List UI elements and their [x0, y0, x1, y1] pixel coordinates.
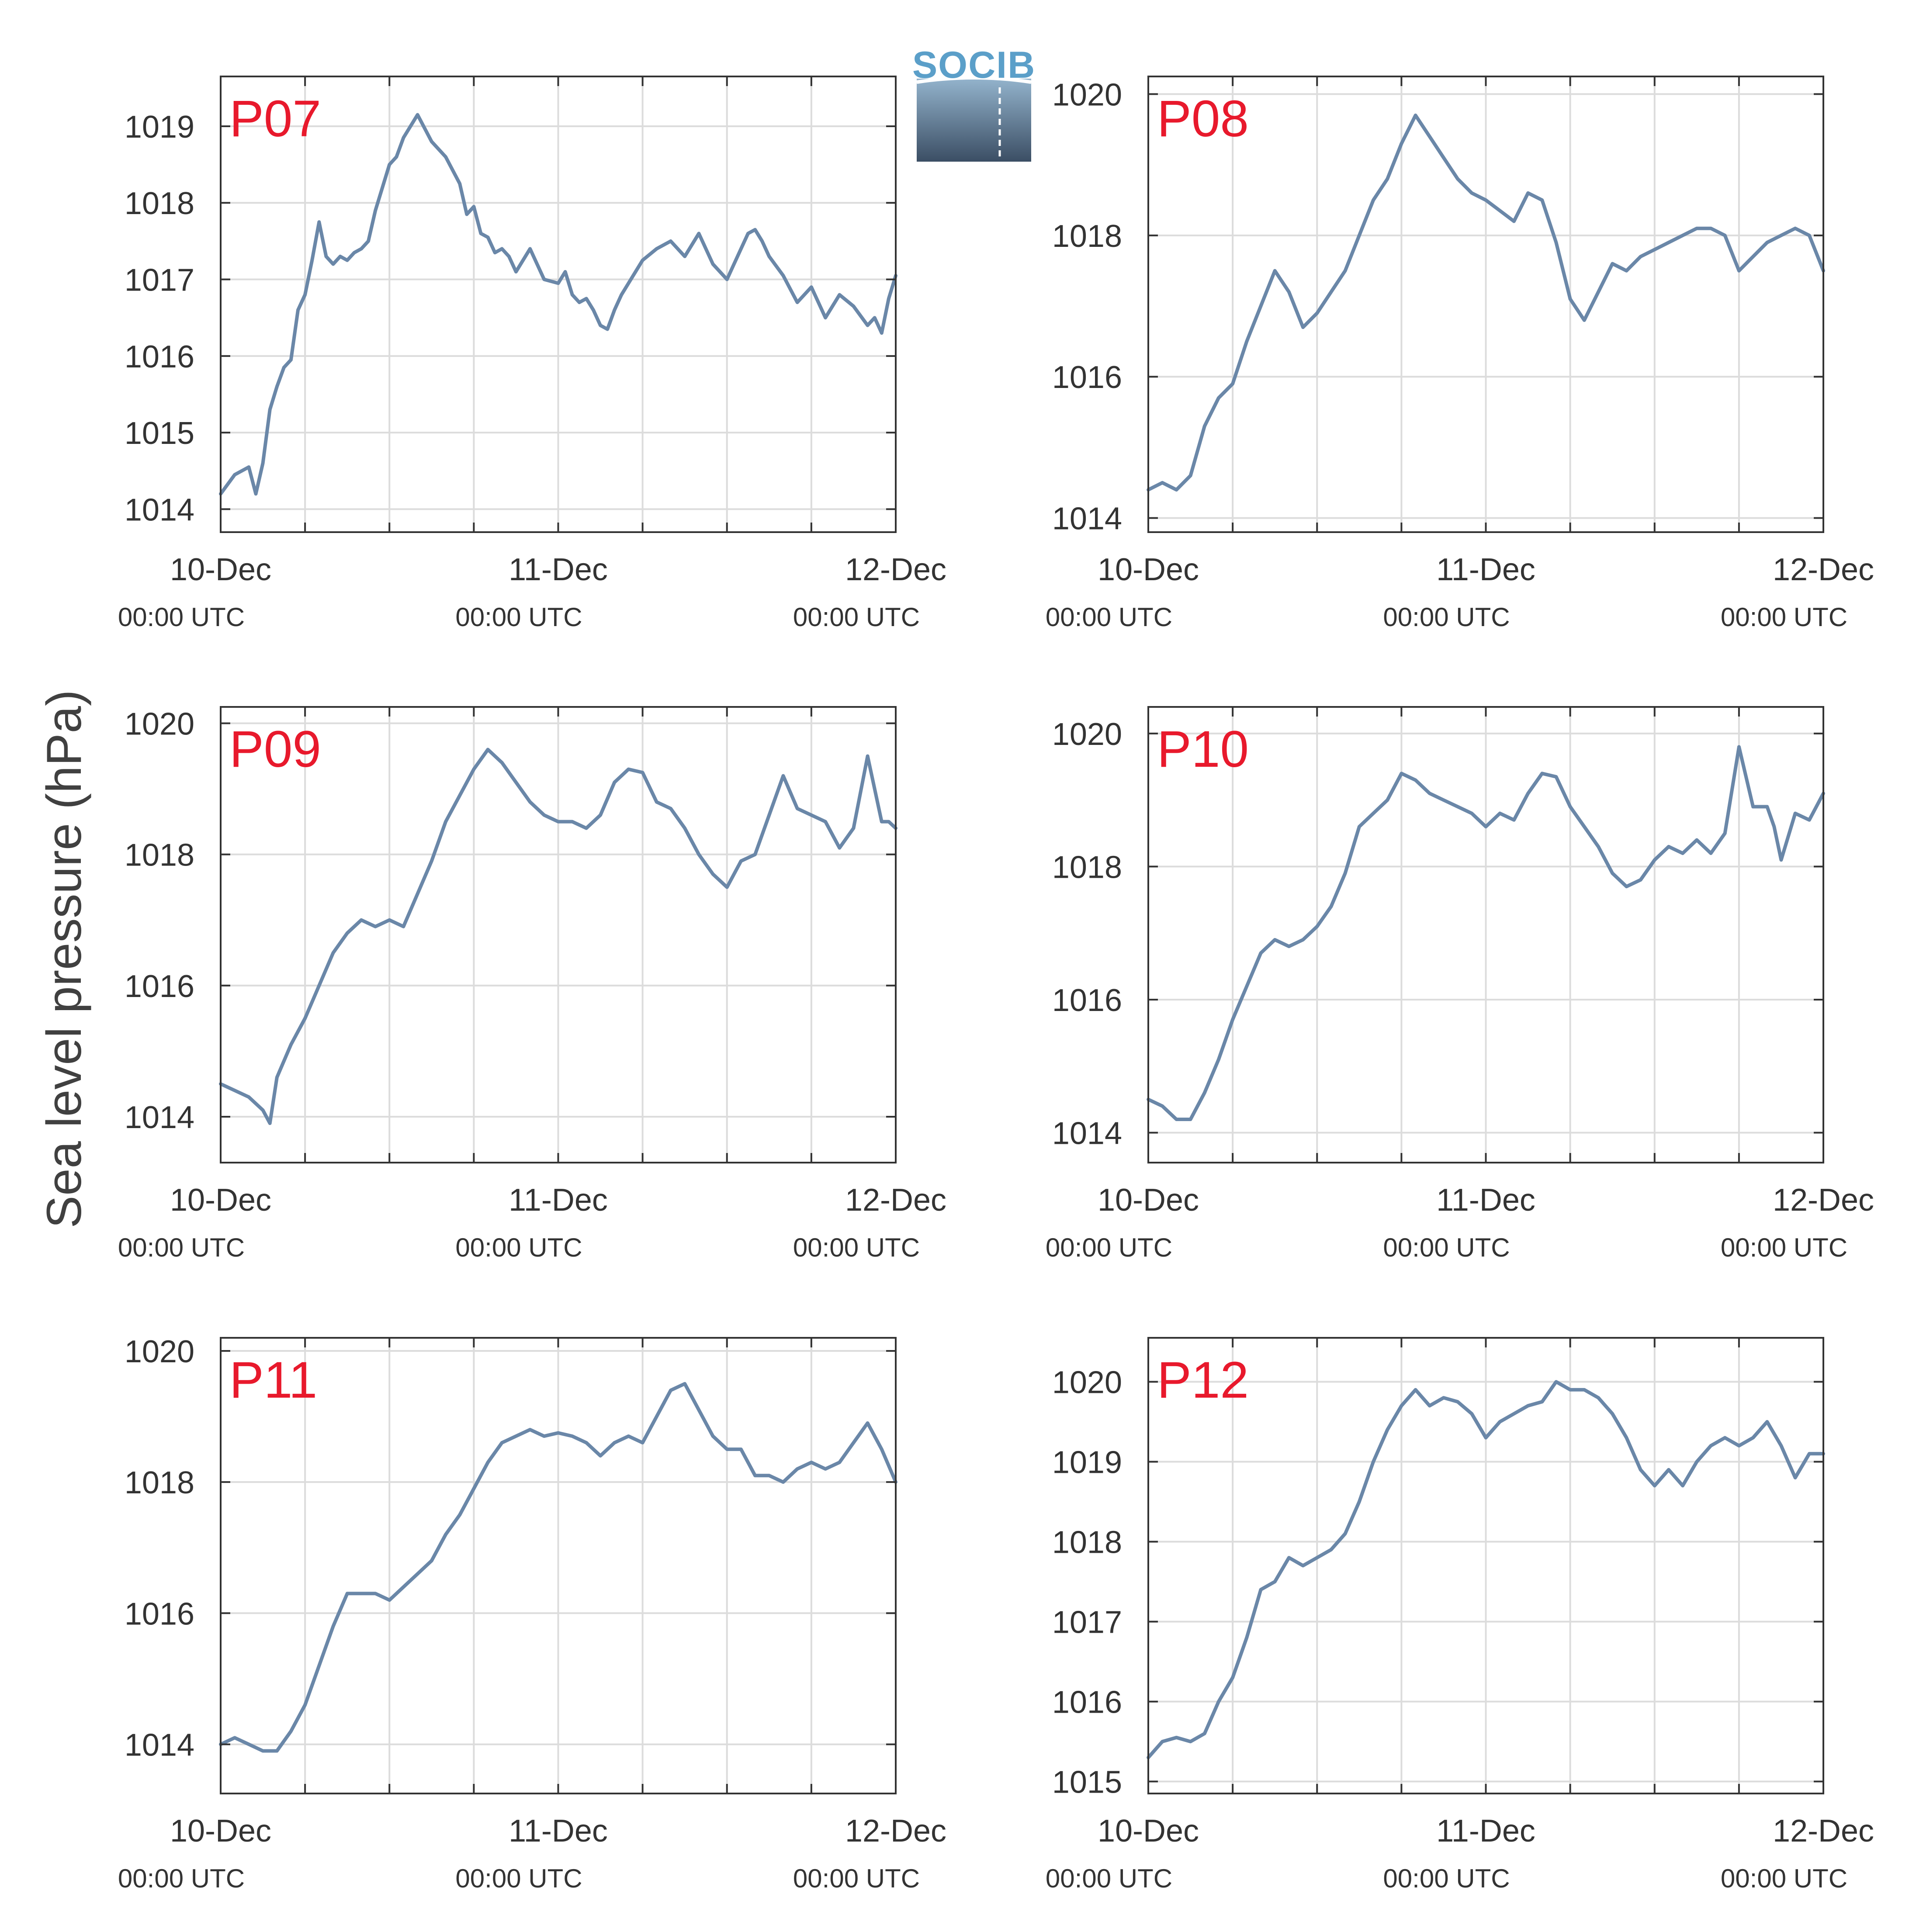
x-tick-time-label: 00:00 UTC	[1046, 1864, 1172, 1893]
x-tick-time-label: 00:00 UTC	[1383, 1864, 1510, 1893]
x-tick-time-label: 00:00 UTC	[1383, 1233, 1510, 1262]
y-tick-label: 1015	[1052, 1765, 1122, 1800]
x-tick-time-label: 00:00 UTC	[1383, 602, 1510, 632]
x-tick-date-label: 11-Dec	[509, 1814, 608, 1849]
pressure-line	[219, 748, 897, 1125]
pressure-line	[1147, 113, 1825, 492]
panel-label: P07	[229, 90, 321, 148]
x-tick-date-label: 11-Dec	[509, 552, 608, 587]
y-tick-label: 1020	[1052, 1365, 1122, 1400]
x-tick-time-label: 00:00 UTC	[118, 1864, 245, 1893]
x-tick-date-label: 10-Dec	[1098, 1814, 1199, 1849]
x-tick-time-label: 00:00 UTC	[455, 602, 582, 632]
panel-label: P10	[1157, 720, 1249, 778]
x-tick-date-label: 12-Dec	[845, 1814, 946, 1849]
y-tick-label: 1014	[1052, 502, 1122, 537]
x-tick-date-label: 10-Dec	[1098, 552, 1199, 587]
x-tick-date-label: 11-Dec	[1436, 1183, 1535, 1218]
x-tick-time-label: 00:00 UTC	[1721, 602, 1847, 632]
x-tick-date-label: 12-Dec	[1773, 1814, 1874, 1849]
y-tick-label: 1018	[125, 1465, 194, 1500]
y-tick-label: 1016	[125, 339, 194, 374]
pressure-line	[219, 1382, 897, 1753]
x-tick-time-label: 00:00 UTC	[1721, 1864, 1847, 1893]
y-tick-label: 1020	[125, 1334, 194, 1369]
y-tick-label: 1018	[125, 186, 194, 221]
y-tick-label: 1018	[1052, 219, 1122, 254]
y-tick-label: 1014	[125, 1728, 194, 1762]
panel-label: P08	[1157, 90, 1249, 148]
x-tick-date-label: 10-Dec	[170, 1814, 271, 1849]
y-tick-label: 1016	[1052, 983, 1122, 1018]
y-tick-label: 1020	[1052, 717, 1122, 752]
y-tick-label: 1014	[125, 492, 194, 527]
pressure-line	[1147, 745, 1825, 1121]
y-tick-label: 1015	[125, 416, 194, 451]
chart-panel-p08: 1014 1016 1018 1020 10-Dec 00:00 UTC 11-Dec 00:…	[1046, 76, 1874, 632]
pressure-line	[219, 113, 897, 496]
x-tick-date-label: 12-Dec	[1773, 1183, 1874, 1218]
x-tick-date-label: 10-Dec	[170, 552, 271, 587]
y-tick-label: 1019	[125, 110, 194, 145]
x-tick-time-label: 00:00 UTC	[455, 1233, 582, 1262]
x-tick-date-label: 12-Dec	[845, 1183, 946, 1218]
y-tick-label: 1019	[1052, 1445, 1122, 1480]
chart-panel-p12: 1015 1016 1017 1018 1019 1020 10-Dec 00:00 UTC 1…	[1046, 1337, 1874, 1893]
chart-panel-p09: 1014 1016 1018 1020 10-Dec 00:00 UTC 11-Dec 00:…	[118, 706, 946, 1262]
y-tick-label: 1016	[1052, 1685, 1122, 1720]
x-tick-time-label: 00:00 UTC	[118, 1233, 245, 1262]
logo-text: SOCIB	[912, 44, 1036, 86]
x-tick-time-label: 00:00 UTC	[455, 1864, 582, 1893]
x-tick-time-label: 00:00 UTC	[793, 1864, 920, 1893]
socib-logo: SOCIB	[912, 44, 1036, 162]
panel-label: P09	[229, 720, 321, 778]
y-tick-label: 1016	[125, 969, 194, 1004]
y-tick-label: 1020	[1052, 77, 1122, 112]
x-tick-time-label: 00:00 UTC	[118, 602, 245, 632]
x-tick-date-label: 10-Dec	[1098, 1183, 1199, 1218]
x-tick-time-label: 00:00 UTC	[793, 602, 920, 632]
y-tick-label: 1016	[125, 1596, 194, 1631]
y-tick-label: 1014	[125, 1100, 194, 1135]
y-tick-label: 1018	[125, 838, 194, 873]
chart-panel-p07: 1014 1015 1016 1017 1018 1019 10-Dec 00:00 UTC 1…	[118, 76, 946, 632]
x-tick-time-label: 00:00 UTC	[793, 1233, 920, 1262]
x-tick-date-label: 11-Dec	[509, 1183, 608, 1218]
y-tick-label: 1016	[1052, 360, 1122, 395]
y-tick-label: 1020	[125, 707, 194, 742]
x-tick-date-label: 10-Dec	[170, 1183, 271, 1218]
y-axis-title: Sea level pressure (hPa)	[37, 690, 91, 1229]
x-tick-date-label: 12-Dec	[1773, 552, 1874, 587]
x-tick-time-label: 00:00 UTC	[1046, 1233, 1172, 1262]
y-tick-label: 1018	[1052, 1525, 1122, 1560]
pressure-line	[1147, 1380, 1825, 1759]
y-tick-label: 1014	[1052, 1116, 1122, 1151]
y-tick-label: 1018	[1052, 850, 1122, 885]
y-tick-label: 1017	[1052, 1605, 1122, 1640]
x-tick-date-label: 12-Dec	[845, 552, 946, 587]
panel-label: P11	[229, 1351, 317, 1409]
x-tick-date-label: 11-Dec	[1436, 552, 1535, 587]
y-tick-label: 1017	[125, 263, 194, 298]
x-tick-time-label: 00:00 UTC	[1721, 1233, 1847, 1262]
x-tick-date-label: 11-Dec	[1436, 1814, 1535, 1849]
chart-panel-p11: 1014 1016 1018 1020 10-Dec 00:00 UTC 11-Dec 00:…	[118, 1334, 946, 1893]
chart-panel-p10: 1014 1016 1018 1020 10-Dec 00:00 UTC 11-Dec 00:…	[1046, 706, 1874, 1262]
x-tick-time-label: 00:00 UTC	[1046, 602, 1172, 632]
panel-label: P12	[1157, 1351, 1249, 1409]
